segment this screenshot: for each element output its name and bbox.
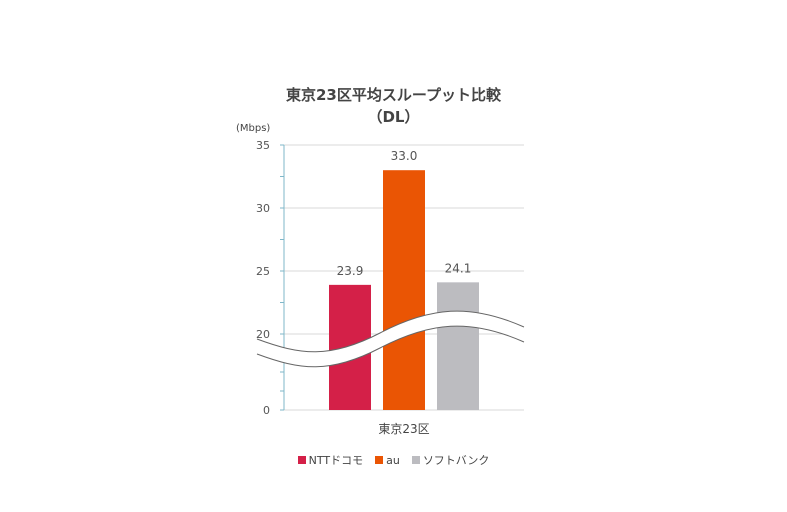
y-tick-label: 30 [256,202,270,215]
data-label: 23.9 [337,264,364,278]
y-tick-label: 0 [263,404,270,417]
legend-item-softbank: ソフトバンク [411,452,490,468]
legend-label: au [386,453,400,467]
data-label: 33.0 [391,149,418,163]
legend-swatch [411,456,420,464]
bars [329,170,479,410]
chart-subtitle: （DL） [367,108,420,126]
y-tick-label: 35 [256,139,270,152]
y-tick-label: 20 [256,328,270,341]
axis-break-band [257,311,524,367]
legend-swatch [375,456,384,464]
legend-label: NTTドコモ [308,454,364,467]
data-labels: 23.9 33.0 24.1 [337,149,472,278]
axis-break-wave [256,310,525,368]
y-unit-label: (Mbps) [236,123,270,134]
chart-title: 東京23区平均スループット比較 [286,86,501,104]
legend-item-au: au [375,452,400,468]
axis-break-line [256,310,525,353]
axis-break-line [256,325,525,368]
bar [383,170,425,410]
legend-swatch [297,456,306,464]
legend-item-docomo: NTTドコモ [297,452,364,468]
bar [437,282,479,410]
legend-label: ソフトバンク [422,454,490,467]
y-axis: 0 20 25 30 35 [256,139,285,417]
y-tick-label: 25 [256,265,270,278]
category-label: 東京23区 [378,422,429,436]
legend: NTTドコモ au ソフトバンク [0,452,787,468]
data-label: 24.1 [445,261,472,275]
